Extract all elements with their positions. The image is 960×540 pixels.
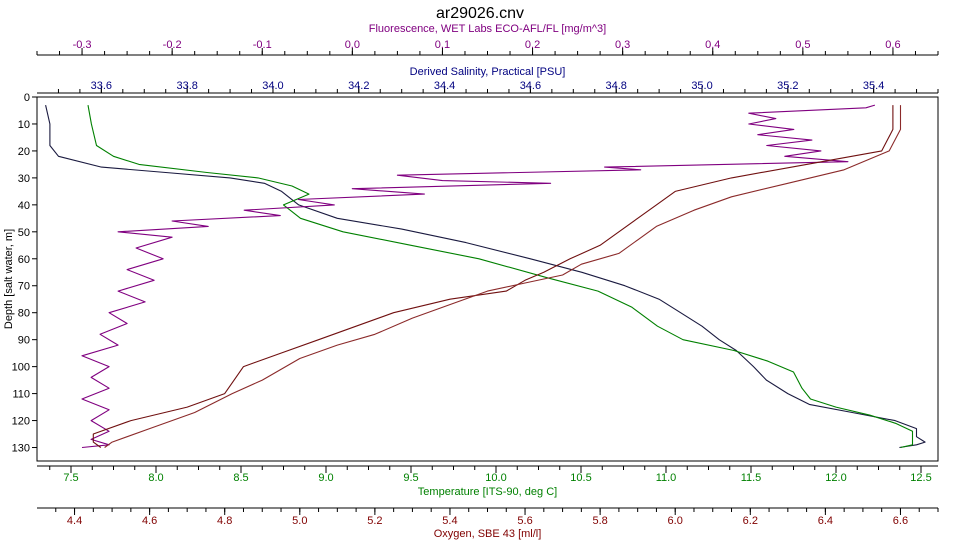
- x-tick-label-oxygen: 6.6: [893, 515, 908, 527]
- x-axis-fluorescence: -0.3 -0.2 -0.1 0.0 0.1 0.2 0.3 0.4 0.5 0.6 Fluores…: [36, 23, 939, 56]
- x-axis-label-salinity: Derived Salinity, Practical [PSU]: [410, 66, 566, 78]
- x-tick-label-oxygen: 5.0: [292, 515, 307, 527]
- y-tick-label: 120: [12, 416, 30, 428]
- x-tick-label-fluorescence: 0.6: [885, 39, 900, 51]
- x-tick-label-oxygen: 6.2: [743, 515, 758, 527]
- x-axis-label-oxygen: Oxygen, SBE 43 [ml/l]: [434, 528, 542, 540]
- y-tick-label: 40: [18, 200, 30, 212]
- x-axis-label-fluorescence: Fluorescence, WET Labs ECO-AFL/FL [mg/m^…: [369, 23, 606, 35]
- x-tick-label-temperature: 11.5: [741, 472, 762, 484]
- series-layer: [45, 104, 926, 449]
- series-line-oxygen-4: [104, 105, 902, 448]
- y-tick-label: 70: [18, 281, 30, 293]
- x-tick-label-temperature: 12.5: [910, 472, 931, 484]
- x-tick-label-salinity: 34.6: [520, 80, 541, 92]
- x-tick-label-oxygen: 4.4: [67, 515, 82, 527]
- y-axis-ticks: 0 10 20 30 40 50 60 70 80 90 100 110 120 130: [12, 92, 37, 455]
- y-tick-label: 90: [18, 335, 30, 347]
- y-axis-label: Depth [salt water, m]: [3, 229, 15, 329]
- x-tick-label-temperature: 7.5: [63, 472, 78, 484]
- series-line-temperature-1: [87, 105, 914, 449]
- series-line-oxygen-3: [92, 105, 894, 448]
- y-tick-label: 110: [12, 389, 30, 401]
- x-axis-oxygen: 4.4 4.6 4.8 5.0 5.2 5.4 5.6 5.8 6.0 6.2 6.4 6.6 Oxyg…: [37, 507, 939, 540]
- x-axis-temperature: 7.5 8.0 8.5 9.0 9.5 10.0 10.5 11.0 11.5 12.0 12.5 T…: [37, 465, 938, 498]
- x-tick-label-oxygen: 4.8: [217, 515, 232, 527]
- x-tick-label-temperature: 10.0: [485, 472, 506, 484]
- x-tick-label-temperature: 10.5: [570, 472, 591, 484]
- x-tick-label-fluorescence: 0.0: [345, 39, 360, 51]
- x-tick-label-salinity: 34.8: [606, 80, 627, 92]
- x-tick-label-salinity: 35.0: [691, 80, 712, 92]
- x-tick-label-salinity: 35.2: [777, 80, 798, 92]
- x-tick-label-fluorescence: -0.3: [73, 39, 92, 51]
- x-tick-label-oxygen: 4.6: [142, 515, 157, 527]
- x-tick-label-salinity: 33.6: [91, 80, 112, 92]
- x-tick-label-temperature: 9.5: [403, 472, 418, 484]
- x-tick-label-oxygen: 6.4: [818, 515, 833, 527]
- x-tick-label-oxygen: 5.8: [592, 515, 607, 527]
- x-tick-label-salinity: 34.2: [348, 80, 369, 92]
- x-tick-label-temperature: 9.0: [318, 472, 333, 484]
- y-tick-label: 100: [12, 362, 30, 374]
- series-line-salinity-0: [45, 104, 926, 449]
- x-tick-label-fluorescence: -0.1: [253, 39, 272, 51]
- x-tick-label-oxygen: 5.6: [517, 515, 532, 527]
- x-tick-label-fluorescence: 0.4: [705, 39, 720, 51]
- x-tick-label-salinity: 34.4: [434, 80, 455, 92]
- x-tick-label-fluorescence: 0.5: [795, 39, 810, 51]
- plot-frame: [36, 96, 939, 462]
- x-axis-salinity: 33.6 33.8 34.0 34.2 34.4 34.6 34.8 35.0 35.2 35.4…: [37, 66, 939, 94]
- y-tick-label: 30: [18, 173, 30, 185]
- x-axes: -0.3 -0.2 -0.1 0.0 0.1 0.2 0.3 0.4 0.5 0.6 Fluores…: [36, 23, 939, 540]
- y-tick-label: 60: [18, 254, 30, 266]
- x-tick-label-salinity: 33.8: [176, 80, 197, 92]
- x-tick-label-temperature: 8.0: [148, 472, 163, 484]
- series-line-fluorescence-2: [81, 104, 876, 449]
- y-tick-label: 10: [18, 119, 30, 131]
- x-tick-label-fluorescence: -0.2: [163, 39, 182, 51]
- y-tick-label: 50: [18, 227, 30, 239]
- x-tick-label-oxygen: 5.2: [367, 515, 382, 527]
- chart-title: ar29026.cnv: [436, 5, 524, 22]
- y-tick-label: 80: [18, 308, 30, 320]
- x-tick-label-fluorescence: 0.3: [615, 39, 630, 51]
- x-axis-label-temperature: Temperature [ITS-90, deg C]: [418, 486, 557, 498]
- x-tick-label-oxygen: 5.4: [442, 515, 457, 527]
- x-tick-label-temperature: 11.0: [656, 472, 677, 484]
- x-tick-label-salinity: 34.0: [262, 80, 283, 92]
- x-tick-label-oxygen: 6.0: [668, 515, 683, 527]
- y-tick-label: 20: [18, 146, 30, 158]
- x-tick-label-temperature: 12.0: [825, 472, 846, 484]
- x-tick-label-temperature: 8.5: [233, 472, 248, 484]
- y-tick-label: 0: [24, 92, 30, 104]
- x-tick-label-salinity: 35.4: [863, 80, 884, 92]
- y-tick-label: 130: [12, 443, 30, 455]
- x-tick-label-fluorescence: 0.1: [435, 39, 450, 51]
- x-tick-label-fluorescence: 0.2: [525, 39, 540, 51]
